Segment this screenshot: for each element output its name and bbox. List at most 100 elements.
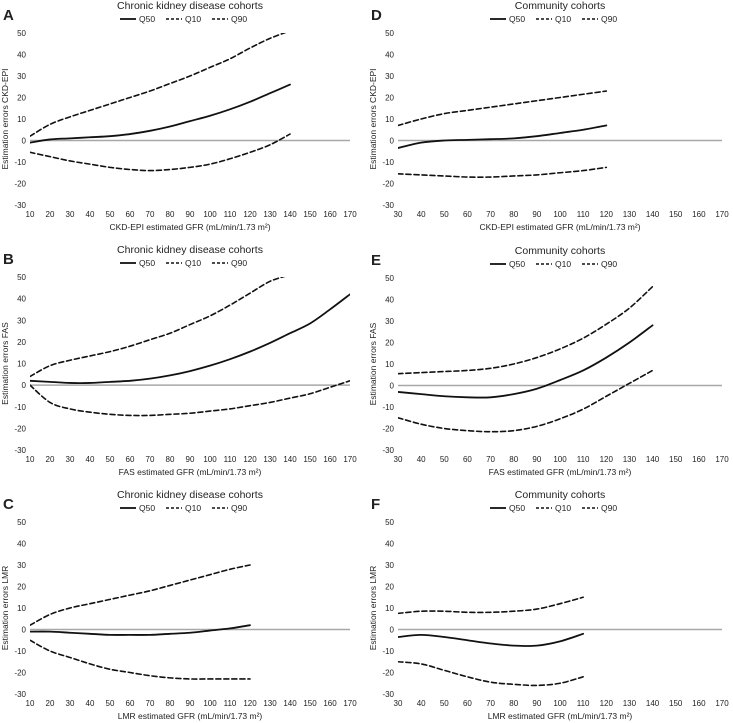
x-tick-label: 140 (646, 699, 660, 708)
x-tick-label: 150 (303, 699, 317, 708)
x-tick-label: 150 (669, 699, 683, 708)
x-tick-label: 30 (394, 455, 403, 464)
x-tick-label: 170 (715, 210, 729, 219)
x-tick-label: 120 (243, 210, 257, 219)
x-axis-label: LMR estimated GFR (mL/min/1.73 m²) (488, 711, 633, 721)
y-axis-label: Estimation errors LMR (368, 566, 378, 651)
legend-label-q10: Q10 (185, 14, 201, 24)
y-axis-label: Estimation errors FAS (0, 322, 10, 405)
legend-label-q10: Q10 (555, 14, 571, 24)
x-tick-label: 100 (553, 455, 567, 464)
y-tick-label: 50 (385, 29, 394, 38)
y-tick-label: 20 (385, 94, 394, 103)
x-tick-label: 120 (243, 455, 257, 464)
x-tick-label: 20 (46, 210, 55, 219)
series-line-q90 (398, 596, 584, 615)
y-tick-label: 10 (17, 604, 26, 613)
x-tick-label: 40 (86, 210, 95, 219)
x-tick-label: 10 (26, 455, 35, 464)
series-line-q90 (30, 277, 286, 378)
y-tick-label: -20 (382, 425, 394, 434)
legend-label-q90: Q90 (601, 259, 617, 269)
series-line-q10 (30, 639, 251, 680)
legend-label-q50: Q50 (509, 14, 525, 24)
x-tick-label: 60 (126, 210, 135, 219)
y-tick-label: 20 (385, 583, 394, 592)
panel-e: E Community cohorts -30 -20 -10 0 10 20 30 40 50 30… (368, 245, 729, 477)
y-tick-label: 30 (17, 316, 26, 325)
x-tick-label: 130 (623, 699, 637, 708)
series-line-q10 (30, 380, 350, 417)
y-tick-label: 40 (17, 51, 26, 60)
panel-letter: B (3, 251, 14, 268)
y-tick-label: 10 (17, 360, 26, 369)
x-tick-label: 50 (106, 455, 115, 464)
legend: Q50 Q10 Q90 (490, 14, 617, 24)
y-tick-label: 50 (17, 29, 26, 38)
panel-letter: A (3, 7, 14, 24)
chart-title: Chronic kidney disease cohorts (117, 244, 263, 256)
x-tick-label: 150 (303, 210, 317, 219)
y-tick-label: -20 (14, 669, 26, 678)
y-tick-label: -30 (14, 446, 26, 455)
y-tick-label: -30 (382, 690, 394, 699)
y-tick-label: -20 (14, 180, 26, 189)
series-group (30, 277, 350, 417)
y-tick-label: 10 (17, 115, 26, 124)
x-axis-label: CKD-EPI estimated GFR (mL/min/1.73 m²) (109, 222, 270, 232)
y-axis-label: Estimation errors CKD-EPI (368, 68, 378, 169)
x-tick-label: 140 (283, 699, 297, 708)
chart-title: Chronic kidney disease cohorts (117, 0, 263, 12)
x-tick-label: 160 (692, 455, 706, 464)
legend-label-q90: Q90 (231, 14, 247, 24)
legend: Q50 Q10 Q90 (490, 259, 617, 269)
series-line-q50 (30, 83, 291, 144)
y-tick-label: -20 (14, 424, 26, 433)
x-tick-label: 140 (646, 210, 660, 219)
x-tick-label: 40 (86, 699, 95, 708)
x-tick-label: 160 (323, 210, 337, 219)
x-tick-label: 10 (26, 699, 35, 708)
legend-label-q90: Q90 (231, 503, 247, 513)
legend-label-q90: Q90 (231, 258, 247, 268)
x-tick-label: 170 (343, 455, 357, 464)
series-group (398, 90, 608, 178)
x-tick-label: 30 (66, 699, 75, 708)
x-tick-label: 70 (146, 455, 155, 464)
x-tick-label: 80 (509, 699, 518, 708)
x-tick-label: 70 (486, 210, 495, 219)
x-tick-label: 70 (146, 210, 155, 219)
x-tick-label: 70 (486, 455, 495, 464)
y-tick-label: -10 (14, 403, 26, 412)
y-tick-label: 40 (385, 540, 394, 549)
x-tick-label: 10 (26, 210, 35, 219)
x-tick-label: 150 (303, 455, 317, 464)
x-tick-label: 130 (263, 210, 277, 219)
x-axis-label: LMR estimated GFR (mL/min/1.73 m²) (118, 711, 263, 721)
y-tick-label: 0 (390, 626, 395, 635)
x-tick-label: 20 (46, 455, 55, 464)
y-tick-label: 30 (17, 561, 26, 570)
x-tick-label: 30 (66, 210, 75, 219)
x-tick-label: 170 (715, 455, 729, 464)
x-tick-label: 130 (263, 699, 277, 708)
y-tick-label: -30 (14, 201, 26, 210)
y-tick-label: -20 (382, 669, 394, 678)
series-group (398, 596, 585, 687)
x-tick-label: 130 (263, 455, 277, 464)
x-tick-label: 170 (715, 699, 729, 708)
x-tick-label: 30 (394, 210, 403, 219)
x-tick-label: 40 (86, 455, 95, 464)
panel-letter: C (3, 496, 14, 513)
chart-title: Community cohorts (515, 0, 605, 12)
panel-letter: F (371, 496, 380, 513)
panel-b: B Chronic kidney disease cohorts -30 -20 -10… (0, 244, 357, 477)
y-tick-label: 40 (385, 296, 394, 305)
y-tick-label: 30 (385, 317, 394, 326)
y-tick-label: 50 (385, 518, 394, 527)
legend: Q50 Q10 Q90 (490, 503, 617, 513)
x-tick-label: 110 (577, 699, 590, 708)
x-tick-label: 60 (126, 455, 135, 464)
y-tick-label: 40 (385, 51, 394, 60)
